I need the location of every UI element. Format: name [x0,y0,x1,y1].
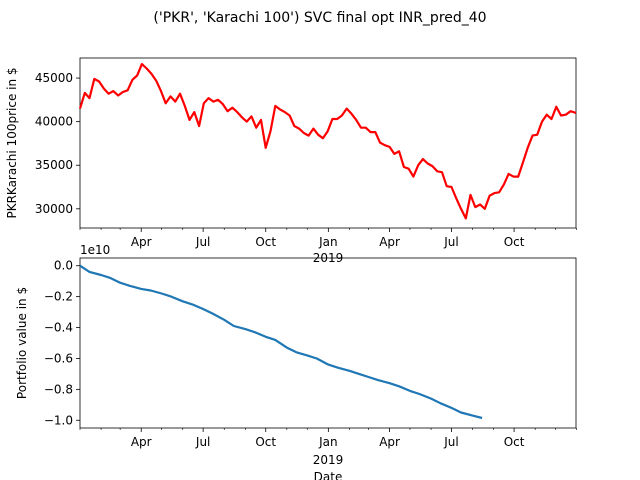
bottom-y-tick-label: 0.0 [54,259,73,273]
bottom-y-ticks: 0.0 −0.2 −0.4 −0.6 −0.8 −1.0 [44,259,80,427]
bottom-x-tick-label: Jan [318,435,338,449]
bottom-x-axis-label: Date [314,470,343,480]
top-y-tick-label: 35000 [35,158,73,172]
bottom-y-tick-label: −1.0 [44,413,73,427]
top-chart: 30000 35000 40000 45000 Apr Jul Oct Jan Apr Jul O… [5,57,577,265]
top-x-tick-label: Oct [504,235,525,249]
bottom-y-tick-label: −0.4 [44,321,73,335]
top-x-tick-label: Jul [195,235,210,249]
top-plot-area [79,57,577,229]
bottom-x-tick-label: Oct [504,435,525,449]
bottom-x-ticks: Apr Jul Oct Jan Apr Jul Oct [79,428,577,449]
bottom-year-label: 2019 [313,453,344,467]
bottom-y-tick-label: −0.2 [44,290,73,304]
top-y-tick-label: 40000 [35,115,73,129]
top-x-tick-label: Apr [379,235,400,249]
bottom-y-tick-label: −0.8 [44,382,73,396]
top-x-tick-label: Oct [255,235,276,249]
top-y-tick-label: 45000 [35,71,73,85]
portfolio-value-line [79,264,483,420]
bottom-y-offset-label: 1e10 [80,243,110,257]
top-x-tick-label: Jul [443,235,458,249]
bottom-y-axis-label: Portfolio value in $ [15,287,29,399]
bottom-x-tick-label: Apr [131,435,152,449]
bottom-x-tick-label: Apr [379,435,400,449]
bottom-x-tick-label: Jul [443,435,458,449]
figure-title: ('PKR', 'Karachi 100') SVC final opt INR… [153,10,486,26]
top-x-ticks: Apr Jul Oct Jan Apr Jul Oct [79,228,577,249]
top-x-tick-label: Apr [131,235,152,249]
top-y-ticks: 30000 35000 40000 45000 [35,71,80,216]
bottom-y-tick-label: −0.6 [44,351,73,365]
top-y-tick-label: 30000 [35,202,73,216]
bottom-x-tick-label: Jul [195,435,210,449]
bottom-x-tick-label: Oct [255,435,276,449]
top-y-axis-label: PKRKarachi 100price in $ [5,67,19,218]
bottom-plot-area [79,257,577,429]
top-price-line [78,62,577,220]
bottom-chart: 0.0 −0.2 −0.4 −0.6 −0.8 −1.0 Apr Jul Oct Jan Apr J… [15,243,577,480]
top-x-tick-label: Jan [318,235,338,249]
